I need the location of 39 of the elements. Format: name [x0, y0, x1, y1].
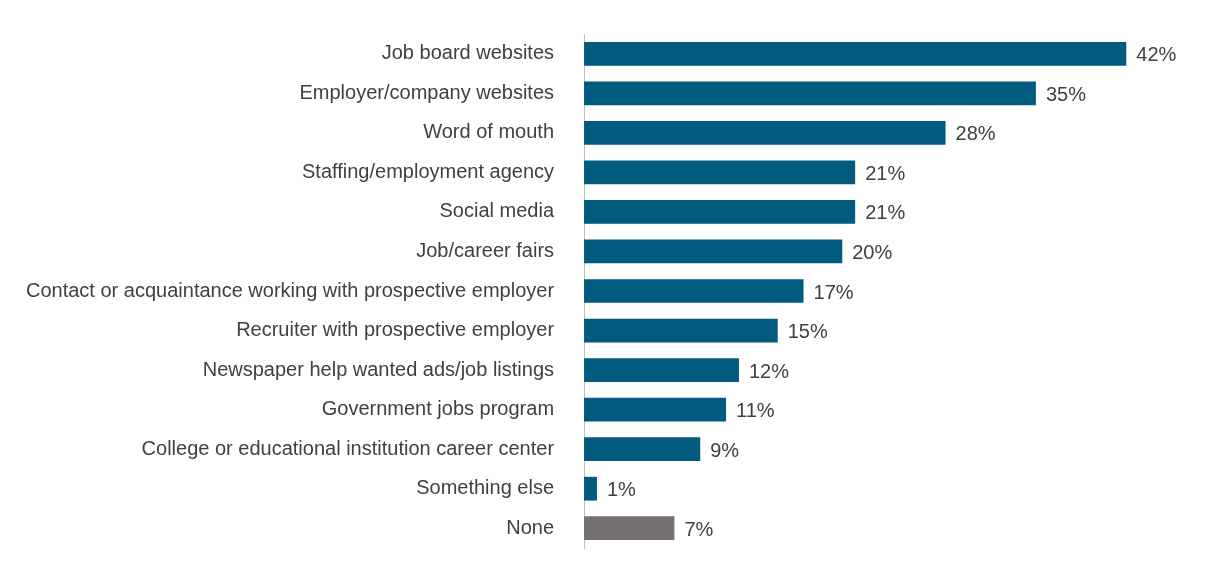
- bar: [584, 397, 727, 422]
- y-tick-label: Contact or acquaintance working with prospective employer: [26, 278, 555, 301]
- y-tick-label: Job board websites: [381, 41, 555, 64]
- data-label: 9%: [710, 438, 740, 461]
- data-label: 7%: [684, 517, 714, 540]
- bar: [584, 41, 1127, 66]
- data-label: 28%: [955, 122, 996, 145]
- y-tick-label: Staffing/employment agency: [302, 159, 555, 182]
- y-tick-label: Something else: [416, 476, 555, 499]
- data-label: 15%: [787, 320, 828, 343]
- data-label: 21%: [865, 161, 906, 184]
- y-tick-label: College or educational institution career center: [141, 436, 555, 459]
- y-tick-label: Employer/company websites: [299, 80, 555, 103]
- bar: [584, 81, 1036, 106]
- data-label: 17%: [813, 280, 854, 303]
- bar: [584, 160, 856, 185]
- y-tick-label: Word of mouth: [423, 120, 555, 143]
- y-tick-label: Job/career fairs: [416, 238, 555, 261]
- bar: [584, 279, 804, 303]
- data-label: 1%: [606, 478, 637, 501]
- y-tick-label: None: [506, 515, 555, 538]
- bar: [584, 120, 946, 145]
- data-label: 21%: [865, 201, 906, 224]
- bar: [584, 200, 856, 224]
- bar: [584, 358, 739, 382]
- bar: [584, 437, 701, 462]
- y-tick-label: Social media: [439, 199, 555, 222]
- y-tick-label: Newspaper help wanted ads/job listings: [202, 357, 555, 380]
- data-label: 11%: [736, 399, 775, 422]
- data-label: 12%: [748, 359, 790, 382]
- y-tick-label: Government jobs program: [321, 397, 555, 420]
- data-label: 35%: [1045, 82, 1087, 105]
- bar: [584, 239, 843, 264]
- bar: [584, 476, 597, 501]
- y-tick-label: Recruiter with prospective employer: [236, 318, 555, 341]
- bar: [584, 318, 778, 343]
- data-label: 42%: [1136, 43, 1177, 66]
- data-label: 20%: [852, 240, 893, 263]
- bar: [584, 516, 675, 541]
